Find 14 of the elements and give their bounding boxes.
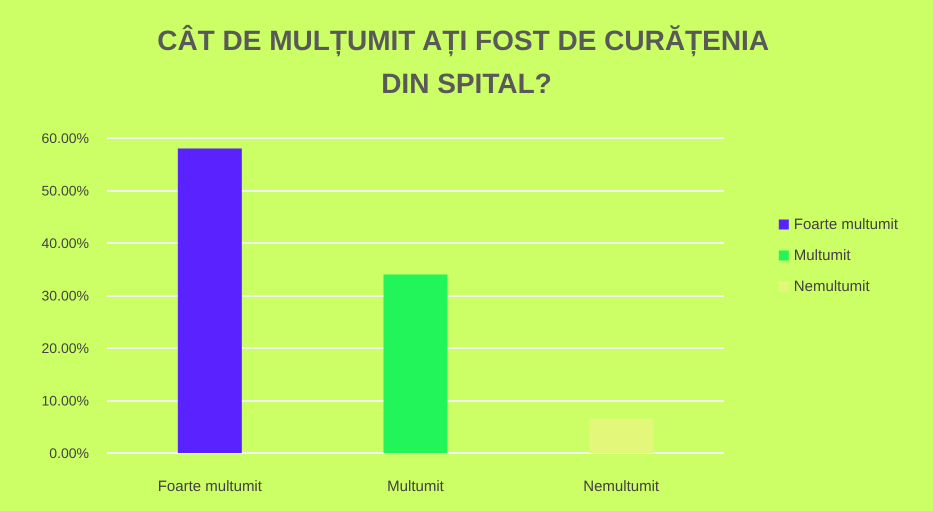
y-tick-label: 60.00% <box>42 130 89 146</box>
x-tick-label: Foarte multumit <box>158 478 263 495</box>
legend-label: Nemultumit <box>794 278 870 295</box>
x-tick-label: Nemultumit <box>583 478 660 495</box>
y-tick-label: 50.00% <box>42 182 89 198</box>
y-tick-label: 10.00% <box>42 392 89 408</box>
y-tick-label: 30.00% <box>42 288 89 304</box>
y-tick-label: 20.00% <box>42 340 89 356</box>
legend-label: Multumit <box>794 247 852 264</box>
x-tick-label: Multumit <box>387 478 445 495</box>
y-tick-label: 40.00% <box>42 235 89 251</box>
chart-title: CÂT DE MULȚUMIT AȚI FOST DE CURĂȚENIA DIN SPITAL? <box>157 24 776 99</box>
legend-label: Foarte multumit <box>794 216 899 233</box>
y-tick-label: 0.00% <box>49 445 89 461</box>
